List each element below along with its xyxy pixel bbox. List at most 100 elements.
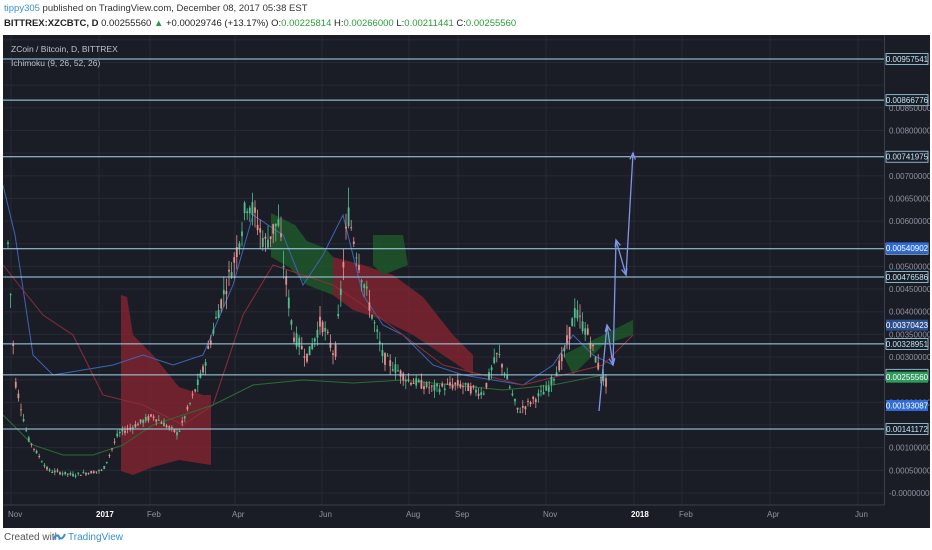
time-scale-label: Nov — [8, 510, 22, 519]
candle-body — [581, 321, 584, 332]
candle-body — [404, 379, 407, 382]
time-scale-label: Jun — [319, 510, 332, 519]
candle-body — [469, 386, 472, 394]
arrow-head — [621, 267, 628, 277]
candle-body — [35, 450, 38, 454]
candle-body — [311, 344, 314, 349]
candle-body — [329, 342, 332, 348]
candle-body — [566, 335, 568, 343]
candle-body — [246, 211, 249, 213]
candle-body — [272, 224, 275, 234]
level-label-box — [885, 271, 929, 283]
arrow-head — [629, 151, 636, 160]
tradingview-logo-icon — [52, 533, 66, 541]
candle-body — [332, 353, 334, 356]
time-scale-label: Feb — [679, 510, 693, 519]
price-tag-box — [886, 399, 928, 411]
candle-body — [124, 430, 126, 433]
publish-info: tippy305 published on TradingView.com, D… — [4, 3, 308, 14]
candle-body — [274, 223, 277, 227]
kijun-line — [3, 264, 634, 426]
candle-body — [589, 343, 592, 349]
candle-body — [394, 364, 397, 373]
level-label-box — [885, 150, 929, 163]
candle-body — [17, 393, 20, 399]
candle-body — [464, 382, 467, 385]
candle-body — [547, 386, 550, 392]
candle-body — [152, 416, 155, 419]
candle-body — [293, 337, 295, 342]
price-scale-label: 0.00450000 — [889, 285, 930, 294]
candle-body — [563, 347, 566, 352]
candle-body — [14, 381, 17, 388]
candle-body — [558, 360, 561, 371]
chart-legend-title[interactable]: ZCoin / Bitcoin, D, BITTREX — [11, 44, 118, 54]
author-link[interactable]: tippy305 — [4, 3, 40, 14]
indicator-legend[interactable]: Ichimoku (9, 26, 52, 26) — [11, 58, 101, 68]
candle-body — [485, 382, 488, 388]
candle-body — [438, 389, 441, 393]
candle-body — [134, 424, 137, 428]
candle-body — [576, 309, 579, 319]
arrow-head — [614, 238, 621, 248]
price-scale-label: 0.00650000 — [889, 194, 930, 203]
candle-body — [597, 362, 600, 370]
candle-body — [602, 375, 605, 382]
candle-body — [516, 407, 519, 410]
candle-body — [352, 241, 355, 245]
candle-body — [306, 353, 308, 362]
candle-body — [350, 227, 353, 229]
price-change: +0.00029746 (+13.17%) — [166, 18, 269, 29]
candle-body — [277, 219, 280, 226]
candle-body — [534, 399, 537, 403]
candle-body — [540, 390, 542, 392]
candle-body — [30, 443, 33, 445]
candle-body — [199, 373, 202, 378]
candle-body — [53, 470, 56, 473]
candle-body — [498, 353, 501, 355]
candle-body — [303, 356, 306, 358]
candle-body — [389, 360, 392, 367]
candle-body — [443, 388, 446, 391]
candle-body — [183, 416, 186, 419]
chart-pane[interactable]: 0.009575410.008667760.007419750.00539041… — [3, 35, 930, 528]
chart-canvas[interactable]: 0.009575410.008667760.007419750.00539041… — [3, 35, 930, 528]
candle-body — [139, 419, 142, 423]
time-scale-label: Aug — [406, 510, 420, 519]
candle-body — [85, 472, 87, 475]
price-tag-box — [886, 371, 928, 383]
candle-body — [238, 243, 241, 249]
candle-body — [545, 386, 548, 391]
candle-body — [490, 367, 493, 371]
level-label-box — [885, 53, 929, 65]
candle-body — [345, 226, 347, 229]
candle-body — [319, 316, 321, 327]
candle-body — [347, 207, 350, 227]
candle-body — [472, 385, 475, 388]
candle-body — [308, 346, 311, 356]
candle-body — [137, 423, 139, 426]
candle-body — [181, 420, 184, 423]
candle-body — [339, 288, 342, 296]
candle-body — [397, 370, 399, 372]
candle-body — [98, 470, 100, 472]
candle-body — [9, 294, 12, 296]
candle-body — [95, 471, 98, 473]
arrow-head — [608, 358, 616, 367]
price-scale-label: 0.00850000 — [889, 104, 930, 113]
candle-body — [160, 422, 163, 424]
candle-body — [173, 429, 176, 432]
candle-body — [233, 257, 236, 263]
candle-body — [12, 343, 15, 346]
candle-body — [282, 265, 285, 268]
price-scale-label: 0.00500000 — [889, 262, 930, 271]
tradingview-brand[interactable]: TradingView — [68, 532, 124, 543]
candle-body — [501, 364, 503, 368]
candle-body — [454, 382, 457, 385]
close-label: C: — [456, 18, 466, 29]
candle-body — [256, 224, 259, 231]
candle-body — [381, 350, 384, 357]
candle-body — [316, 329, 319, 338]
candle-body — [594, 357, 597, 363]
candle-body — [514, 399, 516, 402]
